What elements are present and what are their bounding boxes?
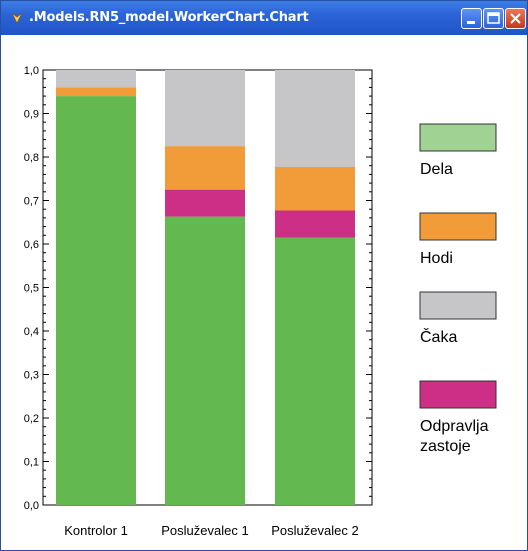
- maximize-button[interactable]: [483, 8, 504, 29]
- minimize-icon: [467, 21, 475, 24]
- bar-segment-2-4: [165, 70, 245, 147]
- y-tick-label: 0,3: [24, 370, 39, 382]
- legend-label: Dela: [420, 161, 453, 178]
- bar-segment-2-2: [165, 189, 245, 217]
- maximize-icon: [487, 12, 500, 24]
- legend-label: Čaka: [420, 327, 457, 346]
- bar-segment-3-4: [275, 70, 355, 168]
- bar-segment-2-1: [165, 216, 245, 505]
- legend-label: Odpravlja: [420, 418, 489, 435]
- bar-segment-1-3: [56, 87, 136, 97]
- y-tick-label: 0,0: [24, 500, 39, 512]
- window-title: .Models.RN5_model.WorkerChart.Chart: [29, 10, 309, 25]
- legend-label: zastoje: [420, 438, 471, 455]
- y-tick-label: 0,7: [24, 196, 39, 208]
- bar-segment-1-4: [56, 70, 136, 88]
- stacked-bar-chart: 0,0 0,1 0,2 0,3 0,4 0,5 0,6 0,7 0,8 0,9 1,0 Kontro…: [24, 65, 497, 538]
- y-tick-label: 0,9: [24, 109, 39, 121]
- minimize-button[interactable]: [461, 8, 482, 29]
- x-category-label: Posluževalec 1: [161, 523, 248, 538]
- legend-swatch: [419, 212, 497, 241]
- bar-segment-1-1: [56, 96, 136, 505]
- legend-swatch: [419, 123, 497, 152]
- legend-swatch: [419, 380, 497, 409]
- close-icon: [510, 13, 521, 24]
- title-bar[interactable]: .Models.RN5_model.WorkerChart.Chart: [1, 1, 527, 35]
- y-tick-label: 0,6: [24, 239, 39, 251]
- y-tick-label: 0,5: [24, 283, 39, 295]
- bar-segment-2-3: [165, 146, 245, 190]
- bar-segment-3-1: [275, 237, 355, 505]
- y-tick-label: 1,0: [24, 65, 39, 77]
- legend-swatch: [419, 291, 497, 320]
- bar-segment-3-3: [275, 167, 355, 211]
- legend-label: Hodi: [420, 250, 453, 267]
- bar-segment-3-2: [275, 210, 355, 238]
- x-category-label: Posluževalec 2: [271, 523, 358, 538]
- x-axis-labels: Kontrolor 1 Posluževalec 1 Posluževalec 2: [64, 523, 359, 538]
- bars: [56, 70, 355, 505]
- y-axis: 0,0 0,1 0,2 0,3 0,4 0,5 0,6 0,7 0,8 0,9 1,0: [24, 65, 372, 512]
- y-tick-label: 0,8: [24, 152, 39, 164]
- close-button[interactable]: [505, 8, 526, 29]
- legend: Dela Hodi Čaka Odpravlja zastoje: [419, 123, 497, 455]
- x-category-label: Kontrolor 1: [64, 523, 128, 538]
- app-icon: [11, 12, 23, 24]
- y-tick-label: 0,4: [24, 326, 39, 338]
- y-tick-label: 0,2: [24, 413, 39, 425]
- y-tick-label: 0,1: [24, 457, 39, 469]
